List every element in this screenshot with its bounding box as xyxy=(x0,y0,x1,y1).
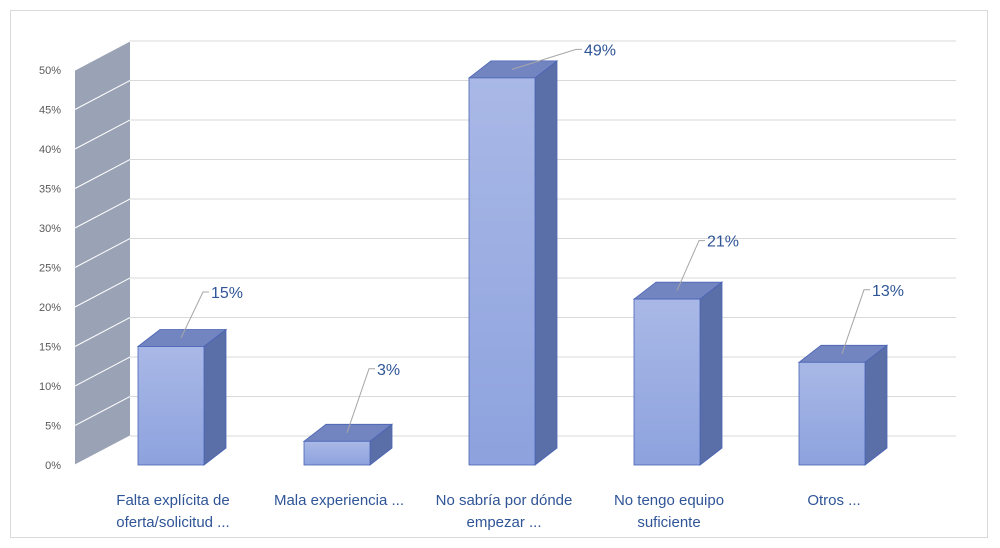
y-tick-label: 15% xyxy=(39,342,61,354)
data-labels: 15% 3% 49% 21% 13% xyxy=(180,42,904,433)
bar-front-face xyxy=(633,298,701,466)
bar-front-face xyxy=(468,77,536,466)
bar-side-face xyxy=(203,328,227,466)
y-tick-label: 50% xyxy=(39,65,61,77)
wall-gridline xyxy=(74,317,131,347)
x-tick-label: Otros ... xyxy=(807,492,860,509)
wall-gridline xyxy=(74,40,131,71)
x-tick-label: No tengo equipo xyxy=(614,492,724,509)
x-tick-label: Mala experiencia ... xyxy=(274,492,404,509)
bar-chart: 0% 5% 10% 15% 20% 25% 30% 35% 40% 45% 50% 15% 3% 49%… xyxy=(39,40,956,531)
data-label: 21% xyxy=(707,234,739,251)
y-tick-label: 30% xyxy=(39,223,61,235)
x-axis-ticks: Falta explícita de oferta/solicitud ... Ma… xyxy=(116,492,860,531)
bar-5 xyxy=(797,344,889,466)
leader-line xyxy=(676,240,705,291)
bar-side-face xyxy=(534,60,558,466)
chart-frame: 0% 5% 10% 15% 20% 25% 30% 35% 40% 45% 50% 15% 3% 49%… xyxy=(10,10,988,538)
bar-side-face xyxy=(864,344,888,466)
x-tick-label: oferta/solicitud ... xyxy=(116,514,229,531)
y-tick-label: 10% xyxy=(39,381,61,393)
leader-line xyxy=(511,48,582,70)
y-tick-label: 5% xyxy=(45,421,61,433)
bars xyxy=(136,60,889,466)
data-label: 49% xyxy=(584,42,616,59)
x-tick-label: No sabría por dónde xyxy=(436,492,573,509)
wall-gridline xyxy=(74,435,131,466)
data-label: 3% xyxy=(377,362,400,379)
data-label: 13% xyxy=(872,283,904,300)
data-label: 15% xyxy=(211,285,243,302)
x-tick-label: Falta explícita de xyxy=(116,492,229,509)
y-tick-label: 0% xyxy=(45,460,61,472)
wall-gridline xyxy=(74,396,131,426)
leader-line xyxy=(180,291,209,339)
x-tick-label: empezar ... xyxy=(466,514,541,531)
wall-gridline xyxy=(74,277,131,308)
y-tick-label: 20% xyxy=(39,302,61,314)
bar-2 xyxy=(302,423,394,466)
leader-line xyxy=(346,368,375,433)
bar-1 xyxy=(136,328,228,466)
bar-3 xyxy=(467,60,559,466)
wall-gridline xyxy=(74,356,131,387)
wall-gridline xyxy=(74,198,131,229)
bar-4 xyxy=(632,281,724,466)
wall-gridline xyxy=(74,80,131,110)
wall-gridline xyxy=(74,159,131,189)
y-tick-label: 35% xyxy=(39,184,61,196)
y-axis-ticks: 0% 5% 10% 15% 20% 25% 30% 35% 40% 45% 50% xyxy=(39,65,61,472)
wall-gridline xyxy=(74,119,131,150)
y-tick-label: 40% xyxy=(39,144,61,156)
bar-side-face xyxy=(699,281,723,466)
wall-gridline xyxy=(74,238,131,268)
y-tick-label: 25% xyxy=(39,263,61,275)
y-tick-label: 45% xyxy=(39,105,61,117)
bar-front-face xyxy=(303,440,371,466)
bar-front-face xyxy=(137,346,205,466)
x-tick-label: suficiente xyxy=(637,514,700,531)
bar-front-face xyxy=(798,361,866,466)
leader-line xyxy=(841,289,870,354)
